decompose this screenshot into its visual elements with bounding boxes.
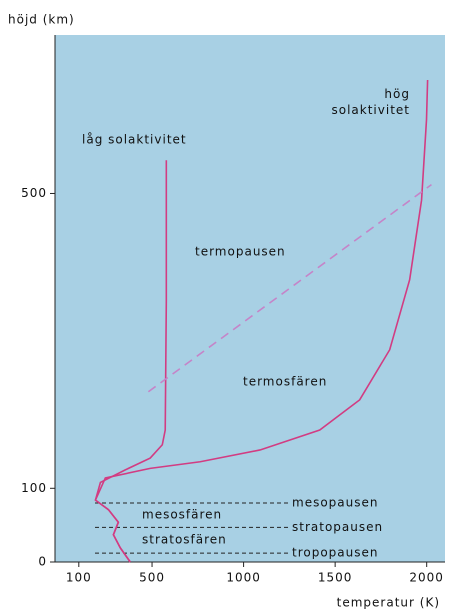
y-tick-label: 0 [38, 555, 47, 569]
temperature-line [94, 79, 429, 563]
x-tick-label: 100 [66, 571, 92, 585]
layer-label: mesopausen [292, 496, 378, 510]
x-tick-label: 1500 [318, 571, 353, 585]
termopause-line [147, 183, 432, 393]
boundary-label: termopausen [195, 245, 286, 259]
x-tick-label: 1000 [226, 571, 261, 585]
x-axis-label: temperatur (K) [337, 596, 440, 610]
series-label: hög solaktivitet [332, 87, 411, 117]
x-tick-label: 2000 [409, 571, 444, 585]
layer-name: stratosfären [142, 533, 227, 547]
layer-name: termosfären [243, 375, 327, 389]
series-label: låg solaktivitet [82, 133, 187, 147]
layer-label: tropopausen [292, 546, 379, 560]
layer-label: stratopausen [292, 520, 383, 534]
y-tick-label: 100 [21, 481, 47, 495]
y-tick-label: 500 [21, 186, 47, 200]
y-axis-label: höjd (km) [8, 13, 75, 27]
x-tick-label: 500 [139, 571, 165, 585]
layer-name: mesosfären [142, 508, 222, 522]
